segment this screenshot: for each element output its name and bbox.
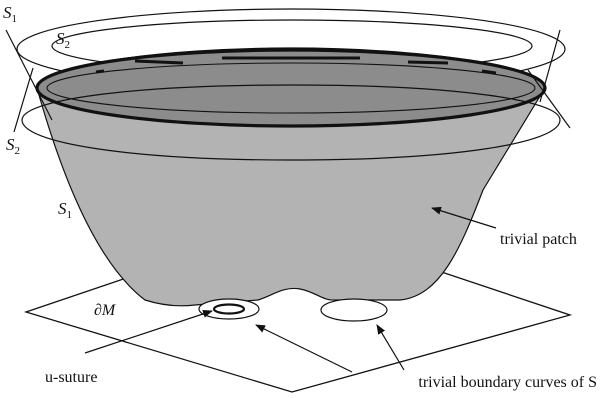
trivial-boundary-curve [320, 298, 388, 322]
label-s2-top: S2 [56, 29, 70, 51]
label-s1-top: S1 [3, 3, 17, 25]
boundary-curve-arrow-right [376, 324, 405, 371]
label-s1-left: S1 [58, 199, 72, 221]
u-suture-inner [212, 303, 246, 315]
boundary-curve-arrow-left [255, 324, 353, 373]
right-crossing-line [527, 69, 571, 129]
u-suture-arrow [84, 310, 213, 354]
label-trivial-patch: trivial patch [500, 231, 577, 248]
left-crossing-line [13, 67, 34, 133]
suture-segment [481, 69, 497, 75]
right-crossing-line [539, 29, 561, 103]
inner-rim-ellipse [35, 48, 547, 128]
label-u-suture: u-suture [45, 369, 97, 386]
label-s2-left: S2 [6, 135, 20, 157]
suture-segment [134, 59, 184, 65]
inner-level-ellipse [46, 62, 536, 114]
suture-segment [95, 69, 105, 74]
s2-lower-ellipse [21, 84, 561, 161]
label-boundary-m: ∂M [94, 302, 117, 319]
left-crossing-line [5, 29, 53, 121]
label-trivial-boundary-curves: trivial boundary curves of S [418, 374, 597, 391]
suture-segment [407, 60, 449, 65]
trivial-patch-arrow [431, 206, 497, 229]
